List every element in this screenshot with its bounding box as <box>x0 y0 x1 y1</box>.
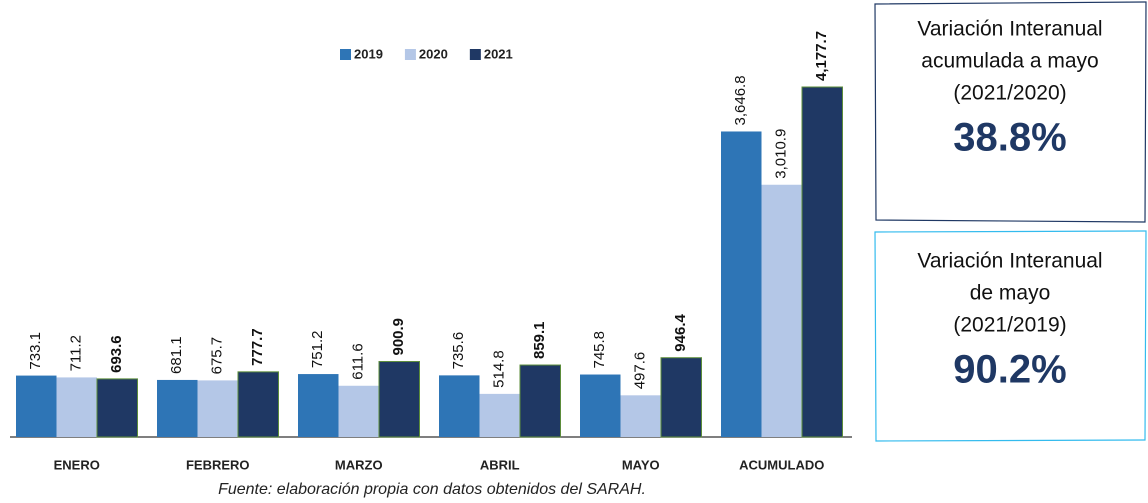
annotation-value: 90.2% <box>953 348 1066 392</box>
bar <box>96 378 138 438</box>
bar <box>721 131 762 437</box>
bar <box>157 379 198 437</box>
value-label: 751.2 <box>309 331 326 369</box>
annotation-box <box>874 230 1147 442</box>
annotation-text: de mayo <box>970 282 1051 305</box>
value-label: 514.8 <box>491 350 508 388</box>
value-label: 900.9 <box>390 318 407 356</box>
value-label: 735.6 <box>450 332 467 370</box>
source: Fuente: elaboración propia con datos obt… <box>218 481 646 498</box>
bar <box>338 385 379 437</box>
bar <box>660 357 702 438</box>
annotation-text: Variación Interanual <box>917 18 1102 41</box>
bar <box>16 375 57 437</box>
value-label: 3,646.8 <box>732 75 749 125</box>
x-tick-label: MAYO <box>622 457 660 472</box>
bar <box>56 377 97 437</box>
annotation-text: (2021/2019) <box>953 314 1066 337</box>
x-tick-label: MARZO <box>335 457 383 472</box>
value-label: 4,177.7 <box>813 31 830 81</box>
value-label: 745.8 <box>591 331 608 369</box>
x-tick-label: FEBRERO <box>186 457 250 472</box>
bar <box>197 380 238 437</box>
bar <box>519 364 561 438</box>
legend-label: 2021 <box>484 46 513 61</box>
value-label: 693.6 <box>108 335 125 373</box>
bar <box>620 395 661 437</box>
x-tick-label: ACUMULADO <box>739 457 824 472</box>
x-tick-label: ENERO <box>54 457 100 472</box>
annotation-text: Variación Interanual <box>917 250 1102 273</box>
x-tick-label: ABRIL <box>480 457 520 472</box>
bar <box>439 375 480 437</box>
value-label: 681.1 <box>168 336 185 374</box>
bar <box>761 184 802 437</box>
bar <box>479 393 520 437</box>
value-label: 675.7 <box>209 337 226 375</box>
bar <box>580 374 621 437</box>
legend-label: 2019 <box>354 46 383 61</box>
value-label: 611.6 <box>350 343 367 379</box>
bar <box>801 86 843 438</box>
value-label: 946.4 <box>672 314 689 352</box>
bar <box>237 371 279 438</box>
value-label: 711.2 <box>68 335 85 371</box>
bar <box>298 374 339 437</box>
legend-label: 2020 <box>419 46 448 61</box>
value-label: 733.1 <box>27 332 44 370</box>
value-label: 777.7 <box>249 328 266 366</box>
annotation-value: 38.8% <box>953 116 1066 160</box>
legend-swatch <box>404 49 416 60</box>
legend-swatch <box>340 49 351 60</box>
value-label: 3,010.9 <box>773 129 790 179</box>
annotation-text: (2021/2020) <box>953 82 1066 105</box>
legend-swatch <box>469 49 481 60</box>
annotation-text: acumulada a mayo <box>921 50 1098 73</box>
value-label: 859.1 <box>531 321 548 359</box>
annotation-box <box>874 1 1147 223</box>
bar <box>378 361 420 438</box>
value-label: 497.6 <box>632 352 649 390</box>
